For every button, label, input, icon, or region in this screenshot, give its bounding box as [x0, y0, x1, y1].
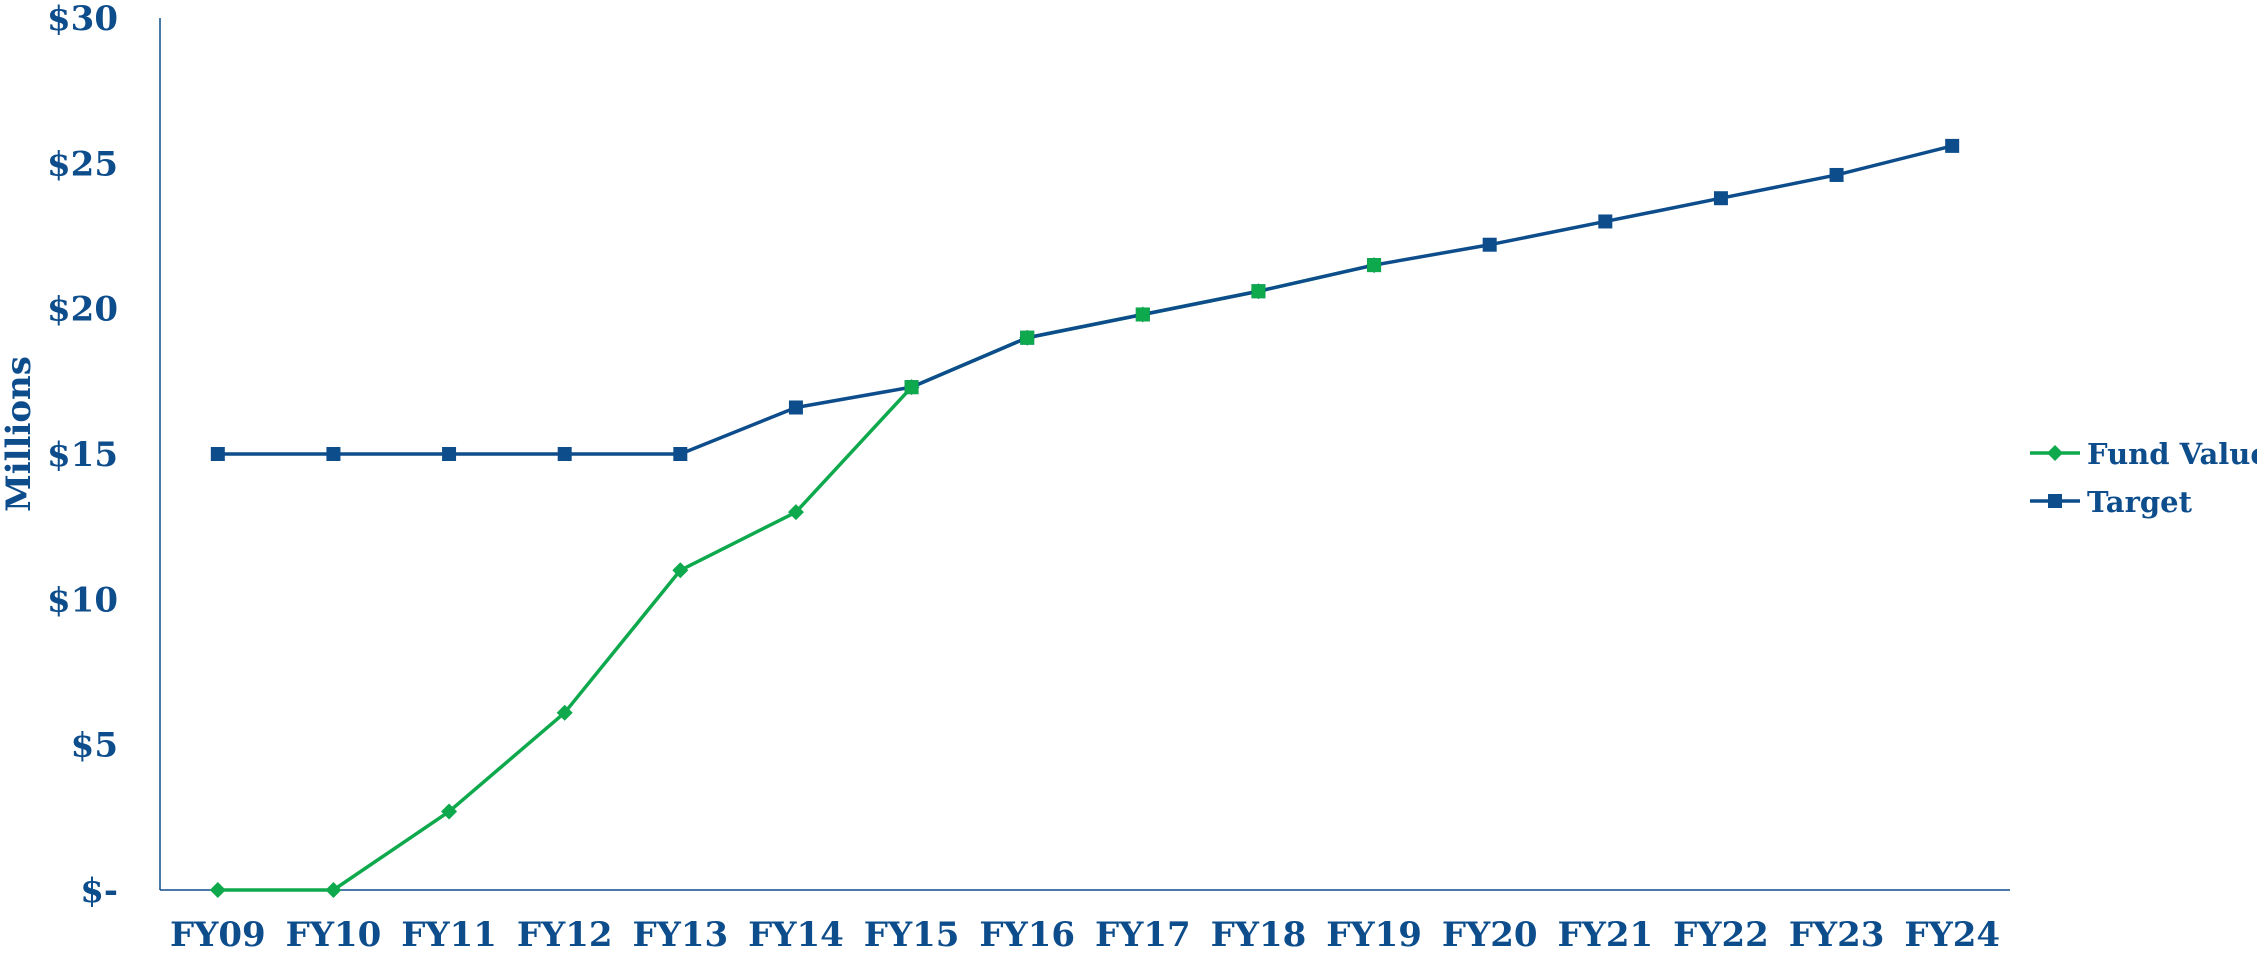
data-point — [1598, 214, 1613, 229]
data-point — [557, 447, 572, 461]
data-point — [787, 504, 804, 521]
series-target — [210, 138, 1960, 461]
x-tick-label: FY13 — [632, 915, 728, 953]
data-point — [441, 803, 458, 820]
data-point — [1367, 258, 1382, 273]
y-tick-label: $15 — [47, 435, 118, 475]
x-tick-label: FY14 — [748, 915, 844, 953]
x-tick-label: FY19 — [1326, 915, 1422, 953]
y-axis-title-group: Millions — [0, 356, 39, 512]
data-point — [672, 562, 689, 579]
series-fund-value — [209, 257, 1383, 898]
x-tick-label: FY23 — [1789, 915, 1885, 953]
x-tick-label: FY09 — [170, 915, 266, 953]
x-tick-label: FY21 — [1557, 915, 1653, 953]
legend-marker — [2048, 494, 2062, 508]
data-point — [326, 447, 341, 461]
series-fund-value-overlay — [904, 258, 1382, 395]
data-point — [1251, 284, 1266, 299]
series-line — [217, 144, 1953, 456]
legend: Fund Value Target — [2030, 437, 2257, 519]
x-tick-label: FY18 — [1211, 915, 1307, 953]
legend-item: Target — [2030, 485, 2193, 519]
data-point — [904, 380, 919, 395]
data-point — [325, 882, 342, 898]
data-point — [1945, 138, 1960, 153]
y-axis-title: Millions — [0, 356, 39, 512]
data-point — [1482, 237, 1497, 252]
legend-item: Fund Value — [2030, 437, 2257, 471]
legend-label: Fund Value — [2087, 437, 2257, 471]
y-axis-ticks: $- $5 $10 $15 $20 $25 $30 — [47, 0, 118, 911]
data-point — [209, 882, 226, 898]
y-tick-label: $- — [80, 871, 118, 911]
x-tick-label: FY15 — [864, 915, 960, 953]
data-point — [556, 704, 573, 721]
x-tick-label: FY22 — [1673, 915, 1769, 953]
x-tick-label: FY16 — [979, 915, 1075, 953]
x-tick-label: FY17 — [1095, 915, 1191, 953]
data-point — [673, 447, 688, 461]
data-point — [442, 447, 457, 461]
legend-marker — [2047, 445, 2063, 461]
data-point — [1829, 167, 1844, 182]
y-tick-label: $10 — [47, 580, 118, 620]
axes — [159, 18, 2010, 891]
x-tick-label: FY24 — [1904, 915, 2000, 953]
data-point — [1135, 307, 1150, 322]
series-line — [217, 263, 1375, 892]
y-tick-label: $20 — [47, 290, 118, 330]
y-tick-label: $30 — [47, 0, 118, 39]
x-tick-label: FY10 — [286, 915, 382, 953]
x-tick-label: FY20 — [1442, 915, 1538, 953]
x-tick-label: FY11 — [401, 915, 497, 953]
data-point — [1020, 330, 1035, 345]
y-tick-label: $25 — [47, 144, 118, 184]
data-point — [788, 400, 803, 415]
data-point — [210, 447, 225, 461]
series-layer — [209, 138, 1960, 898]
y-tick-label: $5 — [71, 726, 118, 766]
data-point — [1713, 191, 1728, 206]
x-axis-ticks: FY09 FY10 FY11 FY12 FY13 FY14 FY15 FY16 FY17 FY18… — [170, 915, 2000, 955]
legend-label: Target — [2087, 485, 2193, 519]
x-tick-label: FY12 — [517, 915, 613, 953]
